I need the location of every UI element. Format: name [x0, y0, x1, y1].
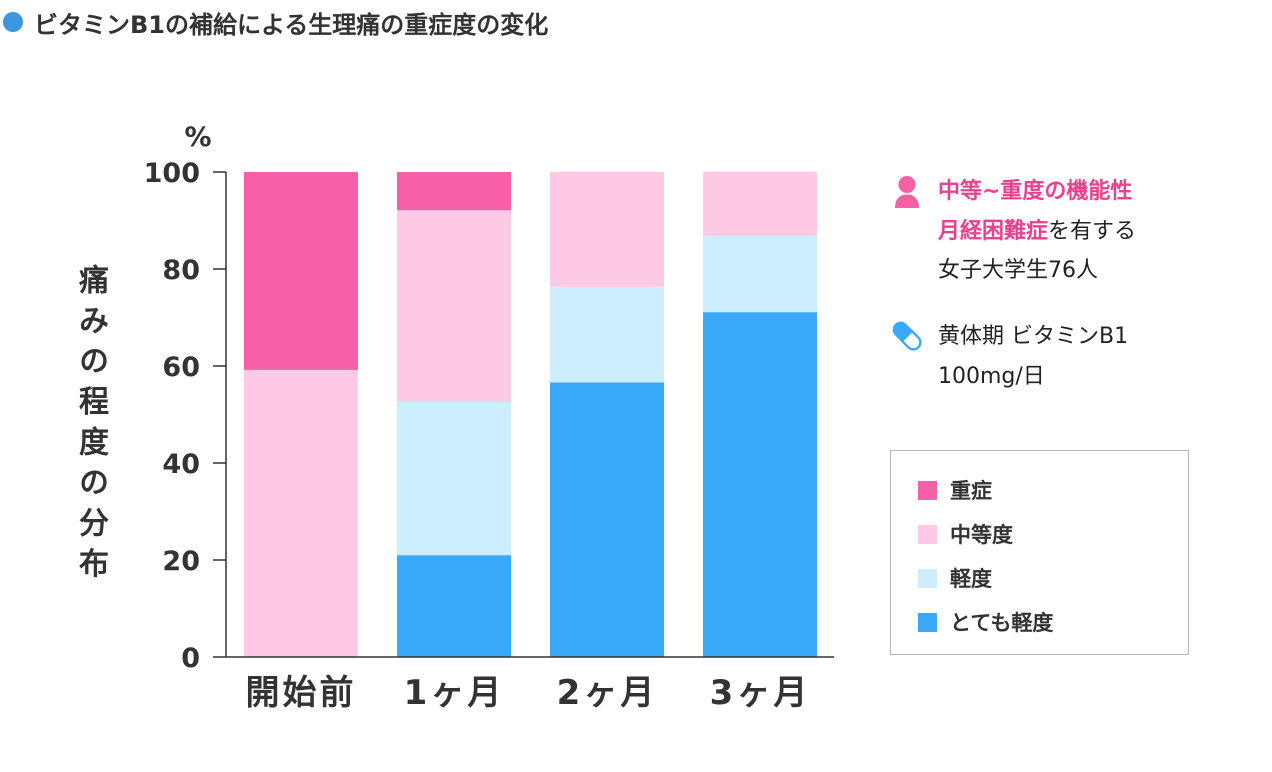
bar-segment-1-2	[397, 210, 511, 402]
legend-swatch-very-mild	[918, 612, 937, 632]
subjects-population-text: 女子大学生76人	[938, 258, 1098, 283]
bar-segment-3-0	[703, 312, 817, 657]
y-tick-label: 60	[162, 352, 200, 383]
legend-item-moderate: 中等度	[891, 512, 1013, 556]
legend-swatch-severe	[918, 480, 937, 500]
chart-title-row: ビタミンB1の補給による生理痛の重症度の変化	[3, 7, 549, 39]
x-category-labels: 開始前 1ヶ月 2ヶ月 3ヶ月	[246, 673, 811, 713]
legend: 重症 中等度 軽度 とても軽度	[890, 450, 1189, 655]
dose-info: 黄体期 ビタミンB1 100mg/日	[938, 317, 1128, 396]
x-tick-label: 2ヶ月	[557, 673, 658, 713]
legend-swatch-moderate	[918, 524, 937, 544]
axes-group	[213, 171, 834, 658]
dose-line-2: 100mg/日	[938, 363, 1045, 389]
legend-label-moderate: 中等度	[950, 523, 1013, 547]
y-tick-label: 0	[181, 643, 200, 674]
bar-segment-1-3	[397, 172, 511, 211]
bar-segment-3-2	[703, 172, 817, 236]
x-tick-label: 3ヶ月	[710, 673, 811, 713]
legend-item-very-mild: とても軽度	[891, 600, 1053, 644]
y-tick-label: 80	[162, 255, 200, 286]
y-tick-label: 20	[162, 546, 200, 577]
circle-bullet-icon	[3, 12, 23, 32]
bar-segment-2-0	[550, 382, 664, 657]
subjects-line-2: 月経困難症を有する	[938, 212, 1136, 252]
legend-swatch-mild	[918, 568, 937, 588]
y-tick-labels: 0 20 40 60 80 100	[144, 158, 200, 674]
y-tick-label: 40	[162, 449, 200, 480]
bar-group	[244, 172, 817, 657]
subjects-verb-text: を有する	[1048, 218, 1137, 244]
bar-segment-1-0	[397, 555, 511, 657]
bar-segment-1-1	[397, 401, 511, 556]
subjects-line-3: 女子大学生76人	[938, 251, 1136, 291]
legend-label-very-mild: とても軽度	[950, 611, 1054, 635]
subjects-condition-text: 中等~重度の機能性	[938, 179, 1133, 204]
bar-segment-2-1	[550, 286, 664, 383]
capsule-icon	[892, 321, 922, 351]
subjects-diagnosis-text: 月経困難症	[938, 218, 1049, 244]
dose-line-1: 黄体期 ビタミンB1	[938, 324, 1129, 349]
y-unit-label: %	[184, 122, 211, 153]
bar-segment-0-3	[244, 172, 358, 370]
bar-segment-2-2	[550, 172, 664, 287]
bar-segment-3-1	[703, 235, 817, 313]
bar-segment-0-2	[244, 369, 358, 657]
legend-label-severe: 重症	[950, 479, 992, 503]
y-axis-title: 痛みの程度の分布	[73, 264, 108, 588]
legend-item-severe: 重症	[891, 468, 992, 512]
person-icon	[895, 176, 919, 208]
chart-title: ビタミンB1の補給による生理痛の重症度の変化	[34, 10, 549, 39]
legend-item-mild: 軽度	[891, 556, 992, 600]
stacked-bar-chart: % 0 20 40 60 80 100 開始前 1ヶ月 2ヶ月 3ヶ月	[144, 122, 834, 713]
y-tick-label: 100	[144, 158, 200, 189]
subjects-line-1: 中等~重度の機能性	[938, 172, 1136, 212]
legend-label-mild: 軽度	[950, 567, 992, 591]
subjects-info: 中等~重度の機能性 月経困難症を有する 女子大学生76人	[938, 172, 1136, 291]
x-tick-label: 開始前	[246, 673, 357, 713]
x-tick-label: 1ヶ月	[404, 673, 505, 713]
